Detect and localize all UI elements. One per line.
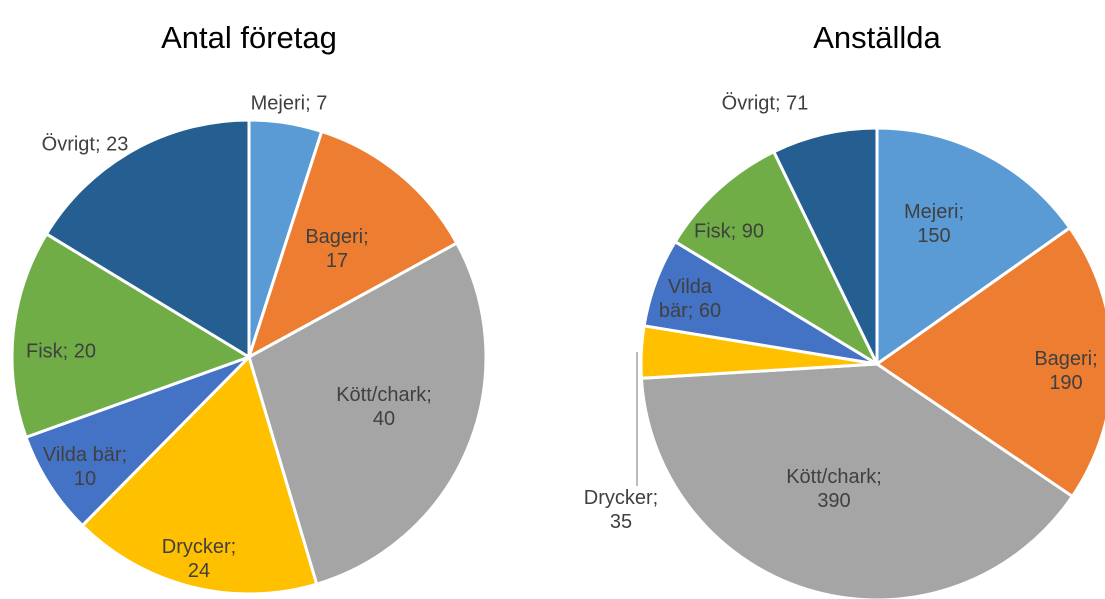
data-label: Bageri; 17 (305, 226, 368, 272)
pie-slice (639, 362, 1075, 599)
pie-slice (10, 231, 253, 440)
pie-slice (771, 126, 879, 365)
data-label: Mejeri; 150 (904, 201, 964, 247)
data-label: Fisk; 90 (694, 220, 764, 242)
data-label: Drycker; 24 (162, 536, 236, 582)
pie-slice (80, 354, 319, 596)
pie-slice (673, 149, 881, 368)
chart-title: Anställda (813, 20, 941, 55)
pie-slice (247, 241, 488, 586)
data-label: Kött/chark; 40 (336, 384, 432, 430)
data-label: Övrigt; 71 (722, 92, 809, 114)
pie-slice (246, 129, 459, 361)
chart-title: Antal företag (161, 20, 337, 55)
pie-slice (874, 225, 1105, 499)
pie-slice (44, 118, 251, 360)
pie-slice (24, 355, 251, 528)
data-label: Drycker; 35 (584, 487, 658, 533)
data-label: Vilda bär; 60 (659, 276, 721, 322)
data-label: Fisk; 20 (26, 340, 96, 362)
data-label: Mejeri; 7 (251, 92, 328, 114)
data-label: Övrigt; 23 (42, 133, 129, 155)
data-label: Kött/chark; 390 (786, 466, 882, 512)
pie-slice (875, 126, 1072, 367)
data-label: Vilda bär; 10 (43, 444, 127, 490)
data-label: Bageri; 190 (1034, 348, 1097, 394)
